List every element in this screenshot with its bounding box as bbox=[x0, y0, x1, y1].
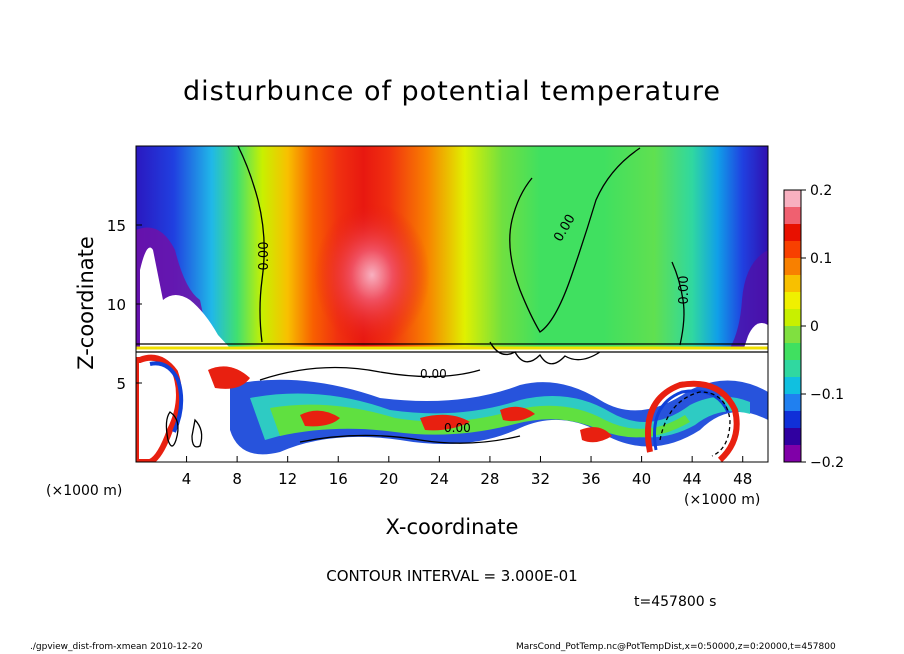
colorbar-tick-label: −0.2 bbox=[810, 455, 844, 471]
contour-label-lower-1: 0.00 bbox=[420, 367, 447, 381]
x-tick-label: 28 bbox=[480, 470, 499, 488]
warm-core bbox=[314, 203, 430, 347]
right-white-patch bbox=[744, 323, 768, 348]
turbulent-contours-4 bbox=[659, 391, 731, 457]
contour-label-left: 0.00 bbox=[257, 242, 272, 271]
lower-right-ring-blue bbox=[653, 389, 730, 451]
zero-contour-middle bbox=[509, 147, 641, 333]
zero-contour-right bbox=[671, 261, 685, 346]
contour-label-lower-2: 0.00 bbox=[444, 421, 471, 435]
lower-left-red-patch bbox=[208, 366, 250, 389]
x-tick-label: 20 bbox=[379, 470, 398, 488]
lower-red-blobs bbox=[300, 406, 612, 443]
x-tick-label: 24 bbox=[430, 470, 449, 488]
x-tick-label: 36 bbox=[581, 470, 600, 488]
lower-right-ring bbox=[645, 380, 740, 462]
turbulent-contours-1 bbox=[136, 341, 768, 365]
plot-area: 0.00 0.00 0.00 0.00 0.00 bbox=[136, 146, 768, 462]
time-label: t=457800 s bbox=[634, 594, 717, 610]
x-tick-label: 48 bbox=[733, 470, 752, 488]
footer-data-source: MarsCond_PotTemp.nc@PotTempDist,x=0:5000… bbox=[516, 642, 836, 652]
x-axis-ticks: 4 8 12 16 20 24 28 32 36 40 44 48 bbox=[182, 456, 752, 488]
x-tick-label: 4 bbox=[182, 470, 192, 488]
x-tick-label: 12 bbox=[278, 470, 297, 488]
upper-field bbox=[136, 146, 768, 348]
y-axis-ticks: 5 10 15 bbox=[107, 217, 142, 393]
colorbar-ticks: 0.2 0.1 0 −0.1 −0.2 bbox=[801, 183, 844, 471]
contour-lines bbox=[136, 146, 768, 457]
colorbar-tick-label: 0.1 bbox=[810, 251, 832, 267]
colorbar-tick-label: 0.2 bbox=[810, 183, 832, 199]
zero-contour-left bbox=[237, 146, 265, 343]
footer-script-info: ./gpview_dist-from-xmean 2010-12-20 bbox=[30, 642, 203, 652]
right-violet-patch bbox=[730, 250, 768, 348]
left-white-patch bbox=[140, 247, 230, 348]
colorbar-tick-label: 0 bbox=[810, 319, 819, 335]
x-tick-label: 32 bbox=[531, 470, 550, 488]
x-axis-label: X-coordinate bbox=[385, 515, 519, 539]
x-axis-unit-left: (×1000 m) bbox=[46, 483, 123, 499]
x-tick-label: 16 bbox=[329, 470, 348, 488]
lower-left-ring bbox=[136, 354, 182, 462]
turbulent-contours-2 bbox=[165, 411, 203, 448]
colorbar bbox=[783, 189, 802, 463]
chart-title: disturbunce of potential temperature bbox=[183, 76, 721, 107]
lower-green-band bbox=[270, 404, 690, 438]
y-tick-label: 10 bbox=[107, 296, 126, 314]
y-tick-label: 15 bbox=[107, 217, 126, 235]
turbulent-contours-3 bbox=[259, 366, 521, 444]
colorbar-tick-label: −0.1 bbox=[810, 387, 844, 403]
y-tick-label: 5 bbox=[116, 375, 126, 393]
x-tick-label: 8 bbox=[232, 470, 242, 488]
x-axis-unit-right: (×1000 m) bbox=[684, 492, 761, 508]
lower-left-ring-blue bbox=[149, 361, 184, 433]
x-tick-label: 40 bbox=[632, 470, 651, 488]
contour-label-right: 0.00 bbox=[677, 276, 692, 305]
contour-interval-note: CONTOUR INTERVAL = 3.000E-01 bbox=[326, 567, 578, 585]
x-tick-label: 44 bbox=[683, 470, 702, 488]
